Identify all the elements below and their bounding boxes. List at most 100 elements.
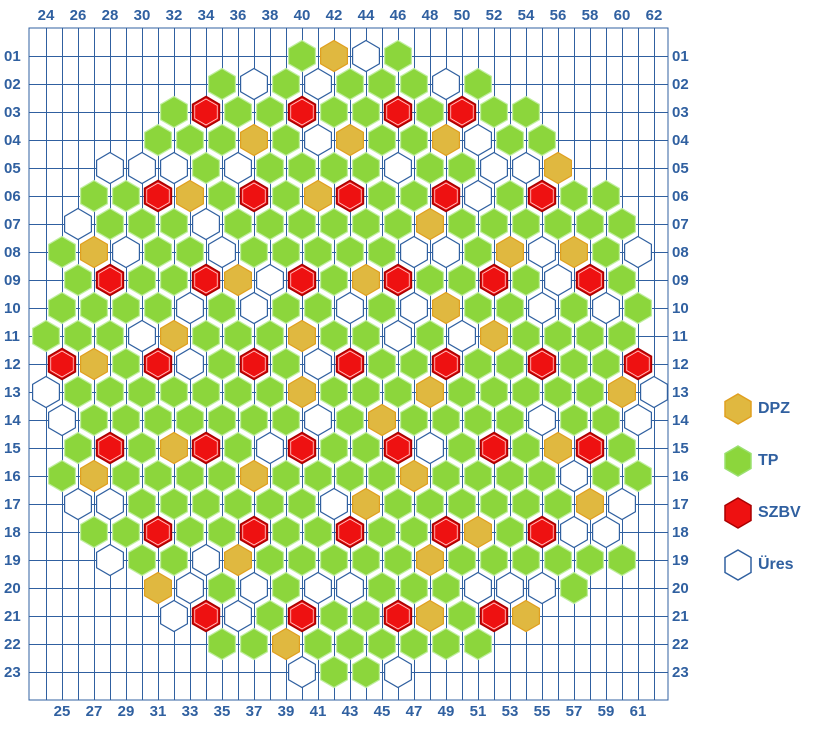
row-label-right: 15 <box>672 440 689 457</box>
hex-cell-tp <box>416 487 444 521</box>
hex-cell-szbv <box>479 263 509 297</box>
top-column-label: 42 <box>326 7 343 24</box>
hex-cell-szbv <box>575 431 605 465</box>
hex-cell-tp <box>368 347 396 381</box>
top-column-label: 24 <box>38 7 55 24</box>
hex-cell-tp <box>496 459 525 493</box>
hex-cell-tp <box>432 627 460 661</box>
hex-cell-tp <box>272 515 300 549</box>
hex-cell-tp <box>400 67 428 101</box>
hex-cell-tp <box>416 151 444 185</box>
hex-cell-tp <box>192 375 220 409</box>
row-label-right: 16 <box>672 468 689 485</box>
hex-cell-ures <box>432 235 460 269</box>
bottom-column-label: 41 <box>310 703 327 720</box>
hex-cell-ures <box>511 151 541 185</box>
hex-cell-tp <box>144 123 172 157</box>
hex-cell-tp <box>448 375 476 409</box>
hex-cell-dpz <box>575 487 605 521</box>
hex-cell-tp <box>160 207 188 241</box>
hex-cell-ures <box>95 151 125 185</box>
hex-cell-szbv-ring <box>578 266 602 294</box>
hex-cell-tp <box>272 67 300 101</box>
row-label-left: 19 <box>4 552 21 569</box>
hex-cell-tp <box>272 235 300 269</box>
hex-cell-tp <box>368 179 396 213</box>
hex-cell-tp <box>256 599 284 633</box>
hex-cell-tp <box>128 431 156 465</box>
row-label-left: 09 <box>4 272 21 289</box>
hex-cell-tp <box>304 515 332 549</box>
hex-cell-dpz <box>144 571 172 605</box>
hex-cell-tp <box>559 571 589 605</box>
hex-cell-szbv <box>335 347 365 381</box>
hex-cell-tp <box>352 375 380 409</box>
bottom-column-label: 59 <box>598 703 615 720</box>
hex-cell-tp <box>543 543 573 577</box>
hex-cell-tp <box>400 627 428 661</box>
hex-cell-ures <box>496 571 525 605</box>
hex-cell-ures <box>384 151 412 185</box>
row-label-left: 02 <box>4 76 21 93</box>
legend: DPZ TP SZBV Üres <box>722 393 817 603</box>
hex-cell-tp <box>448 487 476 521</box>
bottom-column-label: 49 <box>438 703 455 720</box>
hex-cell-tp <box>511 95 541 129</box>
hex-cell-szbv-ring <box>242 518 266 546</box>
hex-cell-szbv-ring <box>146 518 170 546</box>
hex-cell-ures <box>320 487 348 521</box>
hex-cell-szbv-ring <box>434 350 458 378</box>
hex-cell-tp <box>496 123 525 157</box>
hex-cell-tp <box>448 263 476 297</box>
bottom-column-label: 27 <box>86 703 103 720</box>
hex-cell-tp <box>559 347 589 381</box>
row-label-right: 08 <box>672 244 689 261</box>
top-column-label: 44 <box>358 7 375 24</box>
hex-cell-tp <box>79 403 109 437</box>
hex-cell-tp <box>160 375 188 409</box>
bottom-column-label: 39 <box>278 703 295 720</box>
hex-cell-tp <box>591 403 621 437</box>
hex-cell-dpz <box>416 375 444 409</box>
hex-cell-tp <box>240 403 268 437</box>
hex-cell-szbv <box>95 431 125 465</box>
hex-cell-szbv-ring <box>482 266 506 294</box>
row-label-left: 23 <box>4 664 21 681</box>
hex-cell-tp <box>575 319 605 353</box>
row-label-left: 20 <box>4 580 21 597</box>
hex-cell-tp <box>208 403 236 437</box>
top-column-label: 62 <box>646 7 663 24</box>
hex-cell-szbv <box>191 263 221 297</box>
hex-cell-dpz <box>224 543 252 577</box>
hex-cell-szbv <box>47 347 77 381</box>
hex-cell-dpz <box>352 263 380 297</box>
hex-cell-tp <box>208 67 236 101</box>
hex-cell-tp <box>543 319 573 353</box>
hex-cell-tp <box>111 403 140 437</box>
hex-cell-tp <box>256 543 284 577</box>
top-column-label: 40 <box>294 7 311 24</box>
hex-cell-ures <box>352 39 380 73</box>
hex-cell-tp <box>480 207 508 241</box>
hex-cell-tp <box>95 207 125 241</box>
hex-cell-ures <box>304 403 332 437</box>
hex-cell-tp <box>432 403 460 437</box>
row-label-left: 12 <box>4 356 21 373</box>
hex-cell-tp <box>400 347 428 381</box>
legend-item-dpz: DPZ <box>722 393 817 425</box>
hex-cell-tp <box>368 459 396 493</box>
hex-cell-tp <box>480 487 508 521</box>
hex-cell-tp <box>256 375 284 409</box>
hex-cell-szbv <box>239 515 269 549</box>
hex-cell-tp <box>144 403 172 437</box>
hex-cell-szbv-ring <box>146 182 170 210</box>
hex-cell-szbv <box>447 95 477 129</box>
hex-cell-tp <box>320 95 348 129</box>
hex-cell-dpz <box>543 151 573 185</box>
hex-cell-ures <box>400 235 428 269</box>
hex-cell-tp <box>496 291 525 325</box>
hex-cell-tp <box>352 431 380 465</box>
hex-cell-tp <box>336 67 364 101</box>
hex-cell-tp <box>192 319 220 353</box>
bottom-column-label: 43 <box>342 703 359 720</box>
